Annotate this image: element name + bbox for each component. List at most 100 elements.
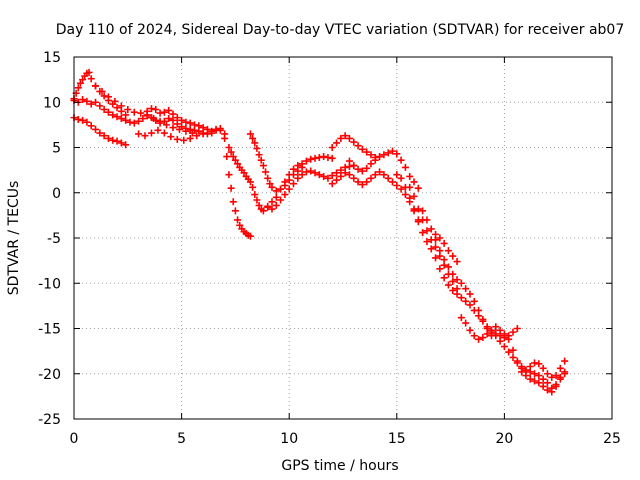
data-point bbox=[186, 134, 194, 142]
data-point bbox=[246, 130, 254, 138]
data-point bbox=[231, 207, 239, 215]
data-point bbox=[180, 136, 188, 144]
data-point bbox=[92, 98, 100, 106]
data-point bbox=[341, 169, 349, 177]
data-point bbox=[251, 191, 259, 199]
data-point bbox=[117, 102, 125, 110]
data-point bbox=[320, 153, 328, 161]
data-point bbox=[167, 133, 175, 141]
data-point bbox=[436, 247, 444, 255]
series-arc-12 bbox=[328, 168, 422, 224]
data-point bbox=[363, 148, 371, 156]
data-point bbox=[203, 125, 211, 133]
data-point bbox=[324, 153, 332, 161]
data-point bbox=[109, 111, 117, 119]
data-point bbox=[358, 145, 366, 153]
data-point bbox=[414, 218, 422, 226]
series-arc-13 bbox=[345, 147, 422, 192]
data-point bbox=[328, 172, 336, 180]
data-point bbox=[199, 130, 207, 138]
data-point bbox=[333, 139, 341, 147]
series-arc-10 bbox=[264, 162, 358, 213]
data-point bbox=[227, 184, 235, 192]
data-point bbox=[539, 382, 547, 390]
data-point bbox=[87, 122, 95, 130]
data-point bbox=[423, 238, 431, 246]
data-point bbox=[397, 156, 405, 164]
data-point bbox=[298, 171, 306, 179]
x-tick-label: 0 bbox=[70, 431, 79, 447]
data-point bbox=[135, 117, 143, 125]
data-point bbox=[406, 194, 414, 202]
data-point bbox=[298, 163, 306, 171]
y-tick-label: 10 bbox=[43, 95, 61, 111]
data-point bbox=[135, 130, 143, 138]
data-point bbox=[432, 254, 440, 262]
data-points bbox=[70, 68, 569, 396]
data-point bbox=[122, 111, 130, 119]
data-point bbox=[393, 171, 401, 179]
data-point bbox=[294, 174, 302, 182]
data-point bbox=[104, 134, 112, 142]
data-point bbox=[466, 290, 474, 298]
data-point bbox=[126, 118, 134, 126]
data-point bbox=[169, 116, 177, 124]
data-point bbox=[380, 151, 388, 159]
data-point bbox=[388, 178, 396, 186]
data-point bbox=[188, 129, 196, 137]
data-point bbox=[333, 169, 341, 177]
data-point bbox=[281, 191, 289, 199]
data-point bbox=[302, 157, 310, 165]
data-point bbox=[79, 76, 87, 84]
data-point bbox=[367, 151, 375, 159]
data-point bbox=[345, 171, 353, 179]
series-arc-7 bbox=[199, 124, 254, 240]
data-point bbox=[453, 258, 461, 266]
data-point bbox=[143, 107, 151, 115]
data-point bbox=[509, 353, 517, 361]
data-point bbox=[302, 168, 310, 176]
data-point bbox=[457, 279, 465, 287]
data-point bbox=[496, 337, 504, 345]
data-point bbox=[475, 335, 483, 343]
data-point bbox=[337, 134, 345, 142]
data-point bbox=[104, 108, 112, 116]
data-point bbox=[440, 274, 448, 282]
data-point bbox=[423, 227, 431, 235]
data-point bbox=[345, 157, 353, 165]
data-point bbox=[74, 115, 82, 123]
data-point bbox=[328, 144, 336, 151]
data-point bbox=[100, 92, 108, 100]
data-point bbox=[505, 335, 513, 343]
series-arc-2 bbox=[70, 68, 130, 119]
data-point bbox=[449, 286, 457, 294]
series-arc-3 bbox=[70, 114, 130, 149]
data-point bbox=[262, 168, 270, 176]
data-point bbox=[76, 79, 84, 87]
data-point bbox=[307, 155, 315, 163]
data-point bbox=[74, 84, 82, 92]
data-point bbox=[290, 180, 298, 188]
data-point bbox=[311, 169, 319, 177]
data-point bbox=[264, 202, 272, 210]
data-point bbox=[354, 178, 362, 186]
data-point bbox=[87, 100, 95, 108]
data-point bbox=[552, 372, 560, 380]
data-point bbox=[113, 104, 121, 112]
x-tick-label: 10 bbox=[280, 431, 298, 447]
x-tick-label: 20 bbox=[495, 431, 513, 447]
data-point bbox=[548, 388, 556, 396]
data-point bbox=[543, 370, 551, 378]
data-point bbox=[117, 139, 125, 147]
y-tick-labels: 15 10 5 0 -5 -10 -15 -20 -25 bbox=[38, 50, 61, 428]
data-point bbox=[79, 96, 87, 104]
x-tick-label: 15 bbox=[388, 431, 406, 447]
data-point bbox=[285, 176, 293, 184]
data-point bbox=[117, 115, 125, 123]
y-tick-label: -20 bbox=[38, 367, 61, 383]
data-point bbox=[531, 359, 539, 367]
data-point bbox=[531, 377, 539, 385]
data-point bbox=[92, 82, 100, 90]
data-point bbox=[470, 297, 478, 305]
data-point bbox=[328, 180, 336, 188]
